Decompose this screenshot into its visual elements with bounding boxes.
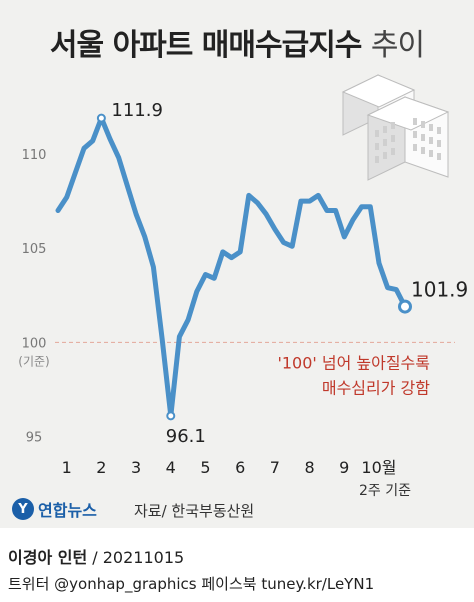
x-tick-label: 8	[304, 458, 314, 477]
y-tick-label: 100	[22, 336, 47, 351]
title-suffix: 추이	[370, 28, 425, 63]
y-tick-label: 110	[22, 148, 47, 163]
y-tick-label: 95	[26, 431, 43, 446]
note-line: 매수심리가 강함	[322, 378, 430, 397]
title-main: 서울 아파트 매매수급지수	[49, 28, 362, 63]
x-tick-label: 4	[166, 458, 176, 477]
highlight-marker	[398, 299, 412, 314]
data-point	[74, 171, 77, 174]
yonhap-logo-icon: Y	[12, 498, 34, 520]
data-point	[247, 194, 251, 197]
data-point	[351, 218, 355, 222]
data-point	[204, 273, 207, 276]
data-point	[91, 139, 94, 142]
series	[55, 115, 408, 419]
x-tick-label: 7	[270, 458, 280, 477]
x-tick-label: 6	[235, 458, 245, 477]
data-label: 111.9	[111, 100, 163, 121]
x-last-note: 2주 기준	[359, 483, 411, 499]
data-point	[325, 209, 329, 212]
x-axis: 1 2 3 4 5 6 7 8 9 10월 2주 기준	[62, 458, 412, 499]
data-labels: 111.9 96.1 101.9	[96, 100, 468, 447]
y-tick-label: 105	[22, 242, 47, 257]
data-point	[221, 250, 225, 254]
data-point	[317, 194, 320, 197]
author-name: 이경아 인턴	[8, 548, 88, 567]
highlight-marker	[166, 411, 176, 421]
highlight-marker	[96, 113, 106, 123]
baseline-caption: (기준)	[18, 354, 49, 368]
data-point	[134, 213, 138, 216]
data-point	[343, 235, 346, 239]
apartment-building-icon	[341, 74, 450, 181]
data-point	[282, 241, 285, 244]
data-point	[291, 245, 294, 248]
yonhap-logo-text: 연합뉴스	[38, 501, 97, 520]
data-point	[212, 277, 216, 280]
data-label: 101.9	[411, 278, 468, 302]
data-point	[360, 205, 363, 208]
data-point	[238, 250, 242, 254]
data-source: 자료/ 한국부동산원	[134, 502, 255, 520]
chart-title: 서울 아파트 매매수급지수 추이	[0, 20, 474, 64]
data-point	[369, 205, 372, 208]
data-point	[299, 199, 303, 203]
data-point	[65, 196, 68, 199]
social-links: 트위터 @yonhap_graphics 페이스북 tuney.kr/LeYN1	[8, 575, 375, 593]
data-point	[152, 265, 155, 269]
data-point	[108, 137, 112, 141]
data-point	[117, 156, 120, 159]
credit-line: 이경아 인턴 / 20211015	[8, 544, 184, 568]
note-line: '100' 넘어 높아질수록	[277, 353, 430, 372]
data-point	[82, 147, 86, 150]
yonhap-logo: Y 연합뉴스	[12, 497, 97, 521]
data-point	[265, 213, 268, 216]
data-point	[308, 199, 311, 203]
x-tick-label: 9	[339, 458, 349, 477]
x-tick-label: 2	[96, 458, 106, 477]
data-point	[377, 262, 381, 265]
data-point	[334, 209, 337, 212]
x-tick-label: 5	[200, 458, 210, 477]
data-point	[56, 209, 60, 212]
data-point	[273, 228, 277, 231]
data-point	[230, 256, 233, 259]
data-point	[178, 335, 181, 338]
data-point	[160, 337, 164, 340]
publish-date: / 20211015	[87, 548, 185, 567]
data-point	[143, 235, 146, 239]
x-tick-label: 3	[131, 458, 141, 477]
data-point	[395, 288, 398, 291]
x-tick-label: 10월	[361, 458, 396, 477]
data-point	[195, 290, 198, 293]
y-axis: 95 100 105 110 (기준)	[18, 148, 49, 446]
x-tick-label: 1	[62, 458, 72, 477]
data-point	[386, 286, 389, 289]
data-label: 96.1	[166, 426, 206, 447]
data-point	[126, 184, 129, 188]
data-point	[186, 318, 190, 321]
data-point	[256, 201, 259, 205]
